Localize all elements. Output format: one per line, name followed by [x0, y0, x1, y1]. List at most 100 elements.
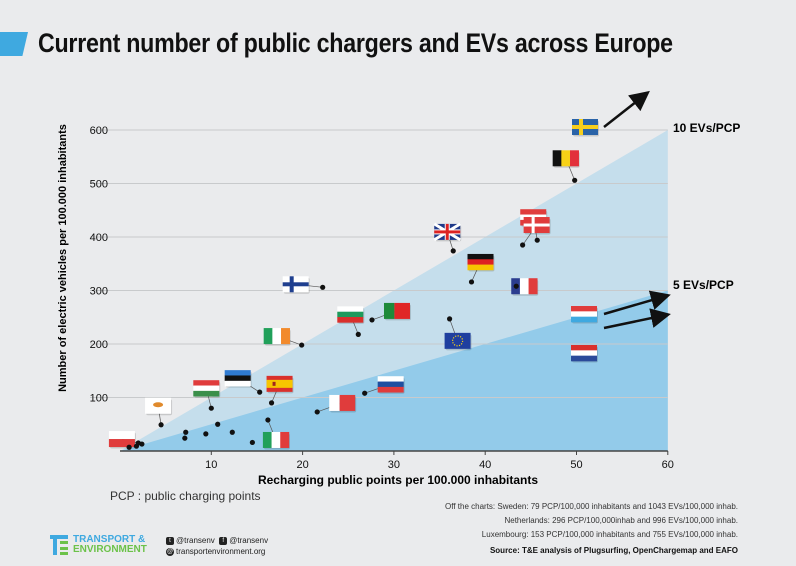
- flag-stripe: [337, 311, 364, 318]
- flag-stripe: [571, 355, 597, 362]
- flag-stripe: [193, 380, 220, 386]
- data-point: [182, 435, 188, 441]
- flag-cyprus: [145, 397, 173, 416]
- globe-icon: @: [166, 547, 174, 556]
- y-tick-label: 500: [90, 179, 108, 191]
- x-tick-label: 30: [388, 459, 400, 471]
- flag-stripe: [377, 381, 404, 388]
- flag-stripe: [266, 379, 293, 388]
- data-point-ireland: [299, 342, 305, 348]
- flag-stripe: [571, 316, 597, 323]
- ratio-line-label: 10 EVs/PCP: [673, 121, 740, 135]
- x-axis-label: Recharging public points per 100.000 inh…: [258, 473, 538, 487]
- flag-netherlands: [571, 345, 598, 363]
- data-point-estonia: [257, 389, 263, 395]
- flag-stripe: [523, 223, 550, 227]
- data-point-portugal: [369, 317, 375, 323]
- flag-stars: [451, 335, 464, 347]
- flag-stripe: [528, 278, 538, 295]
- flag-denmark: [523, 217, 551, 235]
- x-tick-label: 60: [662, 459, 674, 471]
- flag-stripe: [262, 431, 272, 448]
- ratio-line-label: 5 EVs/PCP: [673, 278, 734, 292]
- flag-stripe: [434, 230, 461, 234]
- data-point-belgium: [572, 177, 578, 183]
- flag-belgium: [552, 150, 580, 168]
- x-tick-label: 20: [296, 459, 308, 471]
- x-tick-label: 50: [570, 459, 582, 471]
- flag-stripe: [263, 328, 273, 345]
- flag-estonia: [224, 370, 252, 388]
- flag-stripe: [520, 209, 547, 215]
- y-tick-label: 400: [90, 232, 108, 244]
- data-point-italy: [265, 417, 271, 423]
- flag-stripe: [281, 328, 290, 345]
- flag-stripe: [224, 380, 251, 387]
- facebook-handle[interactable]: @transenv: [229, 536, 269, 545]
- data-point: [249, 439, 255, 446]
- data-point: [135, 440, 141, 446]
- flag-stripe: [377, 376, 404, 382]
- data-point-france: [513, 283, 519, 289]
- flag-bulgaria: [337, 306, 365, 324]
- y-tick-label: 200: [90, 339, 108, 351]
- flag-spain: [266, 375, 294, 394]
- flag-germany: [467, 253, 495, 272]
- data-point-united-kingdom: [450, 248, 456, 254]
- te-logo-mark: [50, 535, 68, 555]
- flag-poland: [108, 431, 136, 449]
- flag-united-kingdom: [433, 222, 462, 242]
- flag-stripe: [282, 282, 309, 287]
- flag-stripe: [377, 386, 404, 393]
- off-chart-line: Luxembourg: 153 PCP/100,000 inhabitants …: [481, 530, 738, 539]
- twitter-handle[interactable]: @transenv: [176, 536, 215, 545]
- data-point-hungary: [208, 405, 214, 411]
- off-chart-arrow: [603, 308, 671, 330]
- off-chart-arrow: [603, 90, 650, 128]
- data-point: [126, 444, 132, 450]
- flag-stripe: [337, 306, 364, 313]
- flag-stripe: [193, 390, 220, 397]
- ratio-area-5: [120, 290, 668, 451]
- flag-hungary: [193, 380, 221, 398]
- flag-stripe: [519, 278, 529, 295]
- data-point-austria: [534, 237, 540, 243]
- x-tick-label: 10: [205, 459, 217, 471]
- flag-ireland: [263, 328, 291, 346]
- flag-stripe: [570, 150, 579, 167]
- logo-line1: TRANSPORT &: [73, 534, 146, 545]
- flag-stripe: [571, 345, 597, 351]
- flag-stripe: [280, 431, 290, 448]
- flag-sweden: [572, 119, 599, 137]
- data-point-bulgaria: [355, 331, 361, 337]
- data-point: [215, 421, 221, 427]
- data-point: [203, 431, 209, 437]
- off-chart-arrow: [603, 290, 671, 316]
- flag-stripe: [272, 381, 276, 386]
- pcp-note: PCP : public charging points: [110, 489, 261, 503]
- x-tick-label: 40: [479, 459, 491, 471]
- data-point-european-union: [446, 316, 453, 322]
- y-tick-label: 300: [90, 286, 108, 298]
- flag-stripe: [271, 431, 281, 448]
- page-title: Current number of public chargers and EV…: [38, 28, 673, 58]
- flag-stripe: [467, 264, 494, 271]
- data-point-finland: [320, 284, 326, 290]
- te-logo: TRANSPORT & ENVIRONMENT: [50, 535, 147, 555]
- flag-stripe: [572, 125, 598, 129]
- off-chart-notes: Off the charts: Sweden: 79 PCP/100,000 i…: [445, 500, 738, 558]
- website-link[interactable]: transportenvironment.org: [176, 547, 266, 556]
- data-point-germany: [468, 279, 475, 285]
- flag-stripe: [467, 259, 494, 265]
- twitter-icon: t: [166, 536, 174, 545]
- flag-malta: [329, 394, 357, 413]
- off-chart-line: Off the charts: Sweden: 79 PCP/100,000 i…: [445, 502, 738, 511]
- flag-stripe: [329, 394, 340, 411]
- flag-italy: [262, 431, 290, 450]
- flag-luxembourg: [571, 306, 598, 324]
- data-point-denmark: [520, 242, 526, 248]
- off-chart-line: Netherlands: 296 PCP/100,000inhab and 99…: [504, 516, 738, 525]
- data-point: [183, 429, 189, 435]
- y-tick-label: 100: [90, 393, 108, 405]
- flag-stripe: [108, 431, 135, 440]
